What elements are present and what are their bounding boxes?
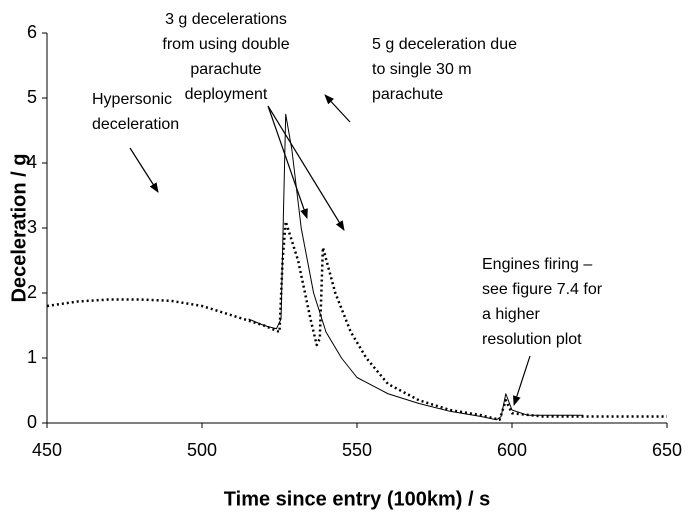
x-tick-label: 650 — [652, 440, 682, 460]
annotation: from using double — [162, 36, 289, 53]
x-tick-label: 450 — [32, 440, 62, 460]
annotation: parachute — [190, 61, 261, 78]
annotation: deceleration — [92, 116, 179, 133]
y-tick-label: 2 — [27, 282, 37, 302]
annotation-arrow — [129, 147, 159, 193]
data-line — [46, 220, 667, 421]
annotation: see figure 7.4 for — [482, 281, 603, 298]
x-tick-label: 600 — [497, 440, 527, 460]
annotation-arrow — [267, 105, 308, 219]
y-tick-label: 0 — [27, 412, 37, 432]
x-tick-label: 550 — [342, 440, 372, 460]
annotation: to single 30 m — [372, 61, 472, 78]
y-tick-label: 3 — [27, 217, 37, 237]
data-line — [248, 113, 584, 421]
y-tick-label: 5 — [27, 87, 37, 107]
annotation: Hypersonic — [92, 91, 172, 108]
annotation: parachute — [372, 86, 443, 103]
annotation-arrow — [512, 355, 531, 406]
annotation: resolution plot — [482, 331, 582, 348]
annotation: 3 g decelerations — [165, 11, 287, 28]
annotation-arrow — [267, 105, 345, 231]
annotation-arrow — [324, 94, 351, 123]
annotation: deployment — [185, 86, 268, 103]
y-tick-label: 6 — [27, 22, 37, 42]
y-axis-title: Deceleration / g — [8, 154, 30, 303]
y-tick-label: 1 — [27, 347, 37, 367]
annotation: Engines firing – — [482, 256, 592, 273]
y-tick-label: 4 — [27, 152, 37, 172]
annotation: 5 g deceleration due — [372, 36, 517, 53]
x-tick-label: 500 — [187, 440, 217, 460]
x-axis-title: Time since entry (100km) / s — [224, 488, 490, 510]
annotation: a higher — [482, 306, 540, 323]
